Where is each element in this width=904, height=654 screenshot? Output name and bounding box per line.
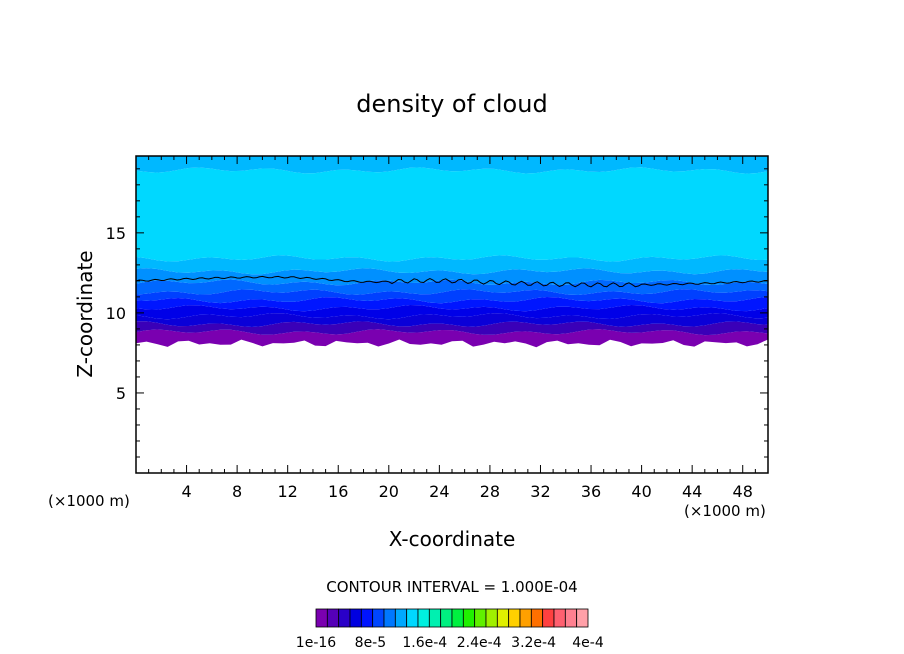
x-tick-label: 36 [581, 482, 601, 501]
colorbar-tick-label: 3.2e-4 [511, 635, 556, 651]
colorbar: 1e-16 8e-5 1.6e-4 2.4e-4 3.2e-4 4e-4 [296, 608, 604, 651]
chart-title: density of cloud [356, 90, 547, 118]
colorbar-swatch [417, 608, 430, 628]
x-axis-label: X-coordinate [389, 527, 516, 551]
band-fringe [136, 336, 768, 348]
band-8 [136, 255, 768, 275]
band-1 [136, 321, 768, 336]
x-tick-label: 20 [379, 482, 399, 501]
band-4 [136, 296, 768, 312]
field-layers [136, 156, 768, 348]
colorbar-swatch [428, 608, 442, 628]
colorbar-swatch [553, 608, 566, 628]
y-tick-label: 10 [106, 304, 126, 323]
y-unit-label: (×1000 m) [48, 492, 130, 510]
colorbar-swatch [519, 608, 532, 628]
x-tick-label: 8 [232, 482, 242, 501]
colorbar-tick-label: 1e-16 [296, 635, 336, 651]
contour-interval-label: CONTOUR INTERVAL = 1.000E-04 [326, 578, 577, 596]
colorbar-swatch [485, 608, 498, 628]
colorbar-swatch [372, 608, 385, 628]
colorbar-swatch [315, 608, 328, 628]
x-tick-label: 24 [429, 482, 449, 501]
y-tick-label: 5 [116, 384, 126, 403]
band-3 [136, 305, 768, 320]
x-tick-label: 4 [181, 482, 191, 501]
colorbar-swatch [338, 608, 351, 628]
colorbar-swatch [530, 608, 544, 628]
band-0 [136, 329, 768, 339]
x-tick-label: 44 [682, 482, 702, 501]
colorbar-tick-label: 4e-4 [572, 635, 604, 651]
band-9 [136, 167, 768, 262]
colorbar-swatch [462, 608, 476, 628]
colorbar-tick-label: 8e-5 [355, 635, 386, 651]
colorbar-swatch [349, 608, 362, 628]
colorbar-swatch [360, 608, 374, 628]
colorbar-swatch [564, 608, 578, 628]
colorbar-swatch [451, 608, 464, 628]
colorbar-swatch [406, 608, 419, 628]
colorbar-swatch [542, 608, 555, 628]
colorbar-swatch [440, 608, 453, 628]
colorbar-swatch [496, 608, 510, 628]
y-tick-label: 15 [106, 224, 126, 243]
colorbar-swatch [576, 608, 589, 628]
x-tick-label: 28 [480, 482, 500, 501]
colorbar-swatch [326, 608, 340, 628]
band-2 [136, 313, 768, 327]
x-tick-label: 32 [530, 482, 550, 501]
x-unit-label: (×1000 m) [684, 502, 766, 520]
x-tick-label: 40 [631, 482, 651, 501]
y-axis-label: Z-coordinate [73, 250, 97, 377]
colorbar-tick-label: 1.6e-4 [402, 635, 447, 651]
band-5 [136, 289, 768, 304]
contour-line [136, 275, 768, 288]
colorbar-swatch [508, 608, 521, 628]
colorbar-tick-label: 2.4e-4 [457, 635, 502, 651]
band-6 [136, 279, 768, 295]
x-tick-label: 16 [328, 482, 348, 501]
band-10 [136, 156, 768, 174]
x-tick-label: 48 [733, 482, 753, 501]
colorbar-swatch [474, 608, 487, 628]
colorbar-swatch [383, 608, 396, 628]
band-7 [136, 268, 768, 286]
colorbar-swatch [394, 608, 408, 628]
x-tick-label: 12 [278, 482, 298, 501]
